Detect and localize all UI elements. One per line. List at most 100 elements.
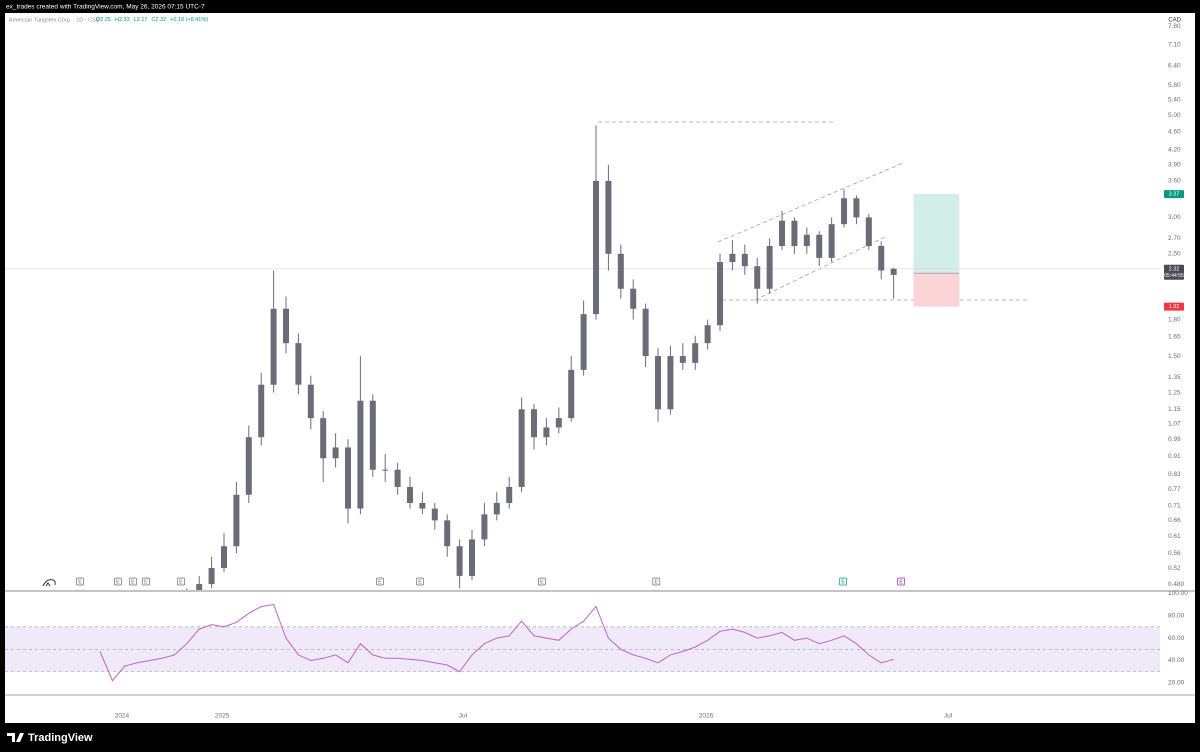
y-tick-label: 5.80 bbox=[1168, 82, 1181, 89]
candle-body bbox=[444, 520, 451, 547]
price-badge bbox=[1164, 190, 1184, 199]
y-tick-label: 7.80 bbox=[1168, 23, 1181, 30]
y-tick-label: 4.20 bbox=[1168, 147, 1181, 154]
candle-body bbox=[605, 180, 612, 254]
y-tick-label: 5.00 bbox=[1168, 112, 1181, 119]
event-marker bbox=[76, 577, 84, 586]
event-label: E bbox=[144, 579, 148, 585]
y-tick-label: 0.91 bbox=[1168, 453, 1181, 460]
candle-body bbox=[803, 234, 810, 246]
price-badge bbox=[1164, 302, 1184, 311]
event-marker bbox=[129, 577, 137, 586]
event-marker bbox=[538, 577, 546, 586]
symbol: American Tungsten Corp. · 1D · CSE bbox=[9, 17, 100, 23]
candle-body bbox=[282, 308, 289, 344]
candle-body bbox=[568, 369, 575, 419]
candle-body bbox=[208, 568, 215, 585]
candle-body bbox=[828, 224, 835, 258]
event-label: E bbox=[540, 579, 544, 585]
candle-body bbox=[407, 486, 414, 503]
candle-body bbox=[382, 469, 389, 471]
candle-body bbox=[679, 356, 686, 363]
candle-body bbox=[320, 418, 327, 459]
price-badge-label: 1.92 bbox=[1169, 304, 1180, 310]
price-badge bbox=[1164, 264, 1184, 280]
event-marker bbox=[839, 577, 847, 586]
candle-body bbox=[729, 253, 736, 263]
y-tick-label: 1.80 bbox=[1168, 316, 1181, 323]
event-label: E bbox=[418, 579, 422, 585]
x-tick-label: 2024 bbox=[115, 713, 130, 720]
candle-body bbox=[357, 400, 364, 509]
y-tick-label: 7.10 bbox=[1168, 42, 1181, 49]
y-tick-label: 0.83 bbox=[1168, 471, 1181, 478]
candle-body bbox=[481, 514, 488, 540]
y-tick-label: 3.90 bbox=[1168, 162, 1181, 169]
profit-zone bbox=[913, 194, 960, 274]
candle-body bbox=[245, 437, 252, 495]
event-label: E bbox=[654, 579, 658, 585]
candle-body bbox=[655, 356, 662, 410]
candle-body bbox=[766, 245, 773, 289]
candle-body bbox=[456, 546, 463, 576]
candle-body bbox=[506, 486, 513, 503]
event-marker bbox=[142, 577, 150, 586]
event-marker bbox=[416, 577, 424, 586]
candle-body bbox=[345, 447, 352, 509]
event-marker bbox=[897, 577, 905, 586]
currency: CAD bbox=[1168, 18, 1181, 24]
y-tick-label: 0.99 bbox=[1168, 436, 1181, 443]
y-tick-label: 1.25 bbox=[1168, 389, 1181, 396]
candle-body bbox=[890, 268, 897, 275]
candle-body bbox=[617, 253, 624, 289]
candle-body bbox=[258, 384, 265, 438]
logo: TradingView bbox=[7, 732, 93, 744]
event-label: E bbox=[841, 579, 845, 585]
event-label: E bbox=[179, 579, 183, 585]
candle-body bbox=[394, 469, 401, 487]
event-marker bbox=[114, 577, 122, 586]
y-tick-label: 0.77 bbox=[1168, 486, 1181, 493]
logo-mark bbox=[7, 733, 24, 742]
event-label: E bbox=[131, 579, 135, 585]
candle-body bbox=[580, 314, 587, 370]
rsi-line bbox=[99, 603, 894, 682]
brand: TradingView bbox=[28, 732, 93, 744]
legend-value: C2.32 bbox=[151, 17, 166, 23]
candles bbox=[186, 125, 897, 590]
x-tick-label: 2025 bbox=[215, 713, 230, 720]
candle-body bbox=[692, 343, 699, 363]
loss-zone bbox=[913, 273, 960, 307]
y-tick-label: 5.40 bbox=[1168, 96, 1181, 103]
y-tick-label: 0.66 bbox=[1168, 517, 1181, 524]
candle-body bbox=[630, 288, 637, 309]
candle-body bbox=[369, 400, 376, 470]
candle-body bbox=[469, 539, 476, 576]
chart-area bbox=[5, 13, 1195, 723]
event-label: E bbox=[116, 579, 120, 585]
candle-body bbox=[865, 217, 872, 246]
replay-icon[interactable] bbox=[42, 579, 56, 587]
event-label: E bbox=[78, 579, 82, 585]
candle-body bbox=[419, 502, 426, 509]
candle-body bbox=[642, 308, 649, 357]
candle-body bbox=[233, 494, 240, 547]
candle-body bbox=[332, 447, 339, 459]
y-tick-label: 60.00 bbox=[1168, 635, 1185, 642]
y-tick-label: 0.56 bbox=[1168, 550, 1181, 557]
candle-body bbox=[295, 343, 302, 385]
legend-value: +0.18 (+8.41%) bbox=[170, 17, 208, 23]
candle-body bbox=[543, 427, 550, 438]
candle-body bbox=[878, 245, 885, 271]
y-tick-label: 100.00 bbox=[1168, 590, 1188, 597]
candle-body bbox=[717, 262, 724, 326]
candle-body bbox=[779, 220, 786, 246]
y-tick-label: 80.00 bbox=[1168, 612, 1185, 619]
candle-body bbox=[196, 584, 203, 590]
price-badge-label: 3.37 bbox=[1169, 192, 1180, 198]
candle-body bbox=[307, 384, 314, 419]
trend-line bbox=[717, 162, 904, 243]
candle-body bbox=[518, 409, 525, 487]
